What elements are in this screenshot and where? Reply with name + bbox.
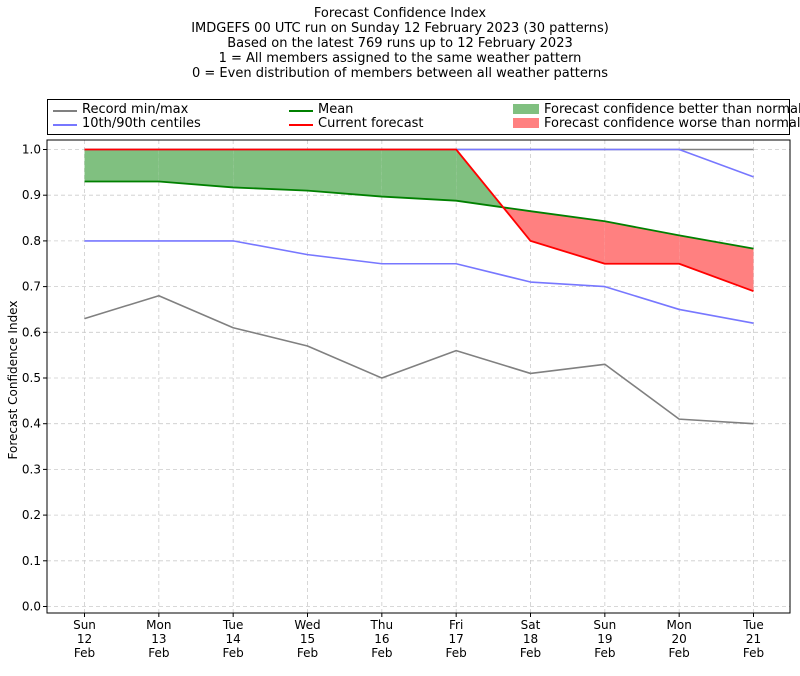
x-tick-label: Feb [223,646,244,660]
x-tick-label: 20 [672,632,687,646]
fill-layer [84,149,754,292]
x-tick-label: Sun [593,618,616,632]
x-tick-label: 14 [226,632,241,646]
y-tick-label: 0.1 [22,554,41,568]
x-tick-label: Feb [446,646,467,660]
x-tick-label: Tue [742,618,764,632]
legend-swatch-centiles [53,124,77,126]
chart-subtitle-run: IMDGEFS 00 UTC run on Sunday 12 February… [191,21,609,36]
legend-label-record: Record min/max [82,102,189,117]
fill-better-segment [84,149,159,182]
plot-frame [46,139,791,614]
legend-swatch-record [53,110,77,112]
x-tick-label: 17 [449,632,464,646]
x-tick-label: Feb [594,646,615,660]
fill-worse-segment [530,211,605,264]
axis-layer: 0.00.10.20.30.40.50.60.70.80.91.0Sun12Fe… [22,139,791,660]
y-axis-label: Forecast Confidence Index [6,301,20,460]
x-tick-label: Mon [146,618,171,632]
legend-label-current: Current forecast [318,116,424,131]
x-tick-label: 15 [300,632,315,646]
x-tick-label: 16 [374,632,389,646]
fill-better-segment [158,149,234,188]
legend-swatch-worse [513,118,539,128]
y-tick-label: 0.6 [22,325,41,339]
chart-legend: Record min/max 10th/90th centiles Mean C… [47,99,800,135]
chart-title: Forecast Confidence Index [313,6,487,21]
legend-label-centiles: 10th/90th centiles [82,116,201,131]
line-layer [84,148,754,425]
legend-swatch-current [289,124,313,126]
chart-subtitle-based-on: Based on the latest 769 runs up to 12 Fe… [227,36,573,51]
x-tick-label: 18 [523,632,538,646]
series-line-record-min [84,294,754,425]
chart-subtitle-scale-1: 1 = All members assigned to the same wea… [218,51,582,66]
x-tick-label: 21 [746,632,761,646]
x-tick-label: Tue [222,618,244,632]
x-tick-label: Feb [297,646,318,660]
x-tick-label: Wed [294,618,320,632]
fill-worse-segment [604,221,680,264]
x-tick-label: 19 [597,632,612,646]
fill-better-segment [307,149,382,197]
series-line-current [84,148,754,293]
legend-swatch-better [513,104,539,114]
y-tick-label: 0.9 [22,188,41,202]
legend-swatch-mean [289,110,313,112]
x-tick-label: 13 [151,632,166,646]
fill-better-segment [381,149,457,201]
x-tick-label: Feb [74,646,95,660]
series-line-mean [84,180,754,250]
y-tick-label: 0.8 [22,234,41,248]
chart-subtitle-scale-0: 0 = Even distribution of members between… [191,66,609,81]
x-tick-label: Mon [667,618,692,632]
fill-worse-segment [679,235,754,292]
x-tick-label: Feb [148,646,169,660]
grid-layer [47,140,790,613]
y-tick-label: 0.2 [22,508,41,522]
y-tick-label: 0.7 [22,280,41,294]
x-tick-label: Feb [743,646,764,660]
y-tick-label: 0.0 [22,600,41,614]
x-tick-label: Feb [520,646,541,660]
series-line-p10 [84,240,754,324]
x-tick-label: Sat [521,618,541,632]
fill-better-segment [233,149,308,191]
legend-label-better: Forecast confidence better than normal [544,102,800,117]
legend-label-worse: Forecast confidence worse than normal [544,116,800,131]
legend-label-mean: Mean [318,102,354,117]
y-tick-label: 0.3 [22,462,41,476]
x-tick-label: Thu [370,618,394,632]
x-tick-label: Sun [73,618,96,632]
x-tick-label: Feb [371,646,392,660]
y-tick-label: 0.4 [22,417,41,431]
x-tick-label: Fri [449,618,463,632]
y-tick-label: 1.0 [22,143,41,157]
x-tick-label: 12 [77,632,92,646]
y-tick-label: 0.5 [22,371,41,385]
x-tick-label: Feb [669,646,690,660]
